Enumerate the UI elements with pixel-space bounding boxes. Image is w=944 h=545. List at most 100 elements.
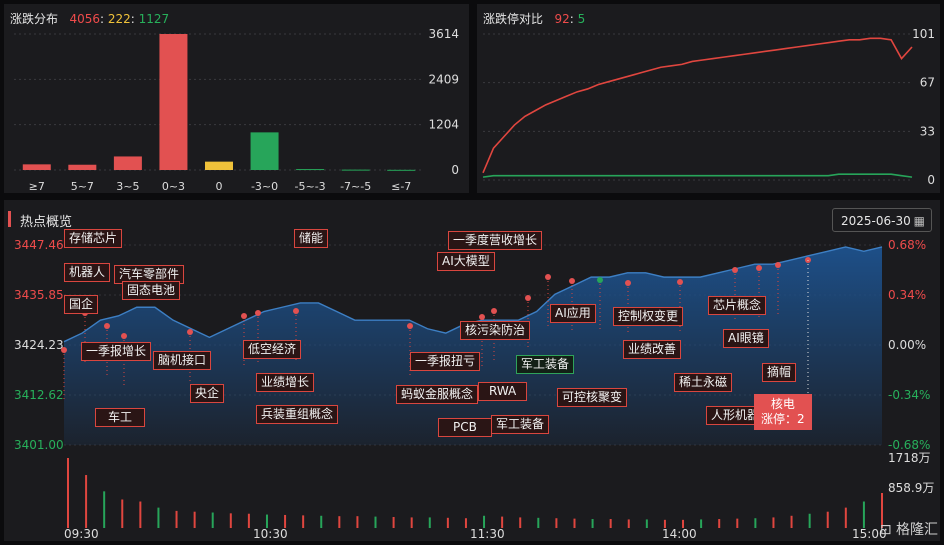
- marker-dot: [732, 267, 738, 273]
- limit-down-count: 5: [577, 12, 586, 26]
- vol-tick-label: 858.9万: [888, 481, 934, 495]
- pct-tick-label: 0.00%: [888, 338, 926, 352]
- tag-ai-application[interactable]: AI应用: [550, 304, 596, 323]
- y-tick-label: 0: [451, 163, 459, 177]
- tag-auto-parts[interactable]: 汽车零部件: [114, 265, 185, 284]
- tag-control-change[interactable]: 控制权变更: [613, 307, 684, 326]
- series-line: [482, 173, 913, 178]
- tag-soe[interactable]: 国企: [64, 295, 99, 314]
- time-tick-label: 09:30: [64, 527, 99, 541]
- price-tick-label: 3435.85: [14, 288, 64, 302]
- vol-tick-label: 1718万: [888, 451, 931, 465]
- price-tick-label: 3447.46: [14, 238, 64, 252]
- price-tick-label: 3412.62: [14, 388, 64, 402]
- marker-dot: [756, 265, 762, 271]
- pct-tick-label: 0.34%: [888, 288, 926, 302]
- tag-rare-earth[interactable]: 稀土永磁: [674, 373, 733, 392]
- bar: [68, 164, 97, 170]
- marker-dot: [241, 313, 247, 319]
- y-tick-label: 33: [920, 124, 935, 138]
- y-tick-label: 2409: [428, 72, 459, 86]
- distribution-title: 涨跌分布 4056: 222: 1127: [10, 12, 170, 26]
- date-picker[interactable]: 2025-06-30 ▦: [832, 208, 932, 232]
- tag-delist-cap[interactable]: 摘帽: [762, 363, 797, 382]
- watermark: ⊡ 格隆汇: [879, 522, 938, 538]
- marker-dot: [525, 295, 531, 301]
- time-tick-label: 11:30: [470, 527, 505, 541]
- y-tick-label: 3614: [428, 27, 459, 41]
- distribution-panel: 涨跌分布 4056: 222: 1127 3614 2409 1204 0 ≥7 5~7 3…: [4, 4, 469, 193]
- price-tick-label: 3401.00: [14, 438, 64, 452]
- tag-q1-growth[interactable]: 一季报增长: [81, 342, 152, 361]
- time-tick-label: 10:30: [253, 527, 288, 541]
- tag-earnings-growth[interactable]: 业绩增长: [256, 373, 315, 392]
- tag-storage-chip[interactable]: 存储芯片: [64, 229, 123, 248]
- tag-military-equipment-green[interactable]: 军工装备: [516, 355, 575, 374]
- tag-bci[interactable]: 脑机接口: [153, 351, 212, 370]
- tag-military-partial[interactable]: 车工: [95, 408, 146, 427]
- tag-ai-model[interactable]: AI大模型: [437, 252, 495, 271]
- marker-dot: [625, 280, 631, 286]
- limit-title: 涨跌停对比 92: 5: [483, 12, 586, 26]
- tag-rwa[interactable]: RWA: [478, 382, 528, 401]
- limit-panel: 涨跌停对比 92: 5 101 67 33 0: [477, 4, 940, 193]
- x-tick-label: -7~-5: [340, 180, 371, 193]
- calendar-icon: ▦: [913, 214, 925, 228]
- tag-solid-battery[interactable]: 固态电池: [122, 281, 181, 300]
- pct-tick-label: -0.34%: [888, 388, 930, 402]
- bar: [296, 169, 325, 171]
- x-tick-label: -5~-3: [295, 180, 326, 193]
- x-tick-label: ≤-7: [391, 180, 411, 193]
- y-tick-label: 0: [927, 173, 935, 187]
- x-tick-label: 0~3: [162, 180, 185, 193]
- flat-count: 222: [107, 12, 131, 26]
- marker-dot: [293, 308, 299, 314]
- tag-low-altitude[interactable]: 低空经济: [243, 340, 302, 359]
- x-tick-label: 0: [216, 180, 223, 193]
- bar: [341, 169, 370, 171]
- tag-q1-turnaround[interactable]: 一季报扭亏: [410, 352, 481, 371]
- tag-chip-concept[interactable]: 芯片概念: [708, 296, 767, 315]
- up-count: 4056: [69, 12, 101, 26]
- tag-q1-revenue[interactable]: 一季度营收增长: [448, 231, 543, 250]
- marker-dot: [479, 314, 485, 320]
- tag-nuclear-pollution[interactable]: 核污染防治: [460, 321, 531, 340]
- x-tick-label: ≥7: [29, 180, 45, 193]
- marker-dot: [61, 347, 67, 353]
- tag-robot[interactable]: 机器人: [64, 263, 111, 282]
- marker-dot: [677, 279, 683, 285]
- tag-pcb[interactable]: PCB: [438, 418, 492, 437]
- marker-dot: [121, 333, 127, 339]
- pct-tick-label: 0.68%: [888, 238, 926, 252]
- limit-up-count: 92: [554, 12, 570, 26]
- marker-dot: [255, 310, 261, 316]
- pct-tick-label: -0.68%: [888, 438, 930, 452]
- tag-ant-financial[interactable]: 蚂蚁金服概念: [396, 385, 479, 404]
- time-tick-label: 14:00: [662, 527, 697, 541]
- series-line: [482, 37, 913, 174]
- tag-ai-glasses[interactable]: AI眼镜: [723, 329, 769, 348]
- price-tick-label: 3424.23: [14, 338, 64, 352]
- marker-dot: [104, 323, 110, 329]
- tag-nuclear-power[interactable]: 核电 涨停：2: [754, 394, 812, 430]
- marker-dot: [187, 329, 193, 335]
- limit-chart: 101 67 33 0: [482, 27, 935, 187]
- tag-military-equipment[interactable]: 军工装备: [491, 415, 550, 434]
- tag-fusion[interactable]: 可控核聚变: [557, 388, 628, 407]
- tag-central-soe[interactable]: 央企: [190, 384, 225, 403]
- marker-dot: [491, 308, 497, 314]
- y-tick-label: 1204: [428, 118, 459, 132]
- price-area: [64, 246, 882, 445]
- bar: [205, 161, 233, 170]
- y-tick-label: 101: [912, 27, 935, 41]
- time-tick-label: 15:00: [852, 527, 887, 541]
- marker-dot: [597, 277, 603, 283]
- x-tick-label: -3~0: [251, 180, 278, 193]
- hot-title: 热点概览: [20, 215, 73, 230]
- tag-earnings-improve[interactable]: 业绩改善: [623, 340, 682, 359]
- tag-nuclear-power-limitup: 涨停：2: [761, 412, 805, 426]
- tag-arms-reorg[interactable]: 兵装重组概念: [256, 405, 339, 424]
- tag-energy-storage[interactable]: 储能: [294, 229, 329, 248]
- marker-dot: [545, 274, 551, 280]
- distribution-chart: 3614 2409 1204 0 ≥7 5~7 3~5 0~3 0 -3~0 -5~-3 -7~-5 ≤…: [14, 27, 459, 193]
